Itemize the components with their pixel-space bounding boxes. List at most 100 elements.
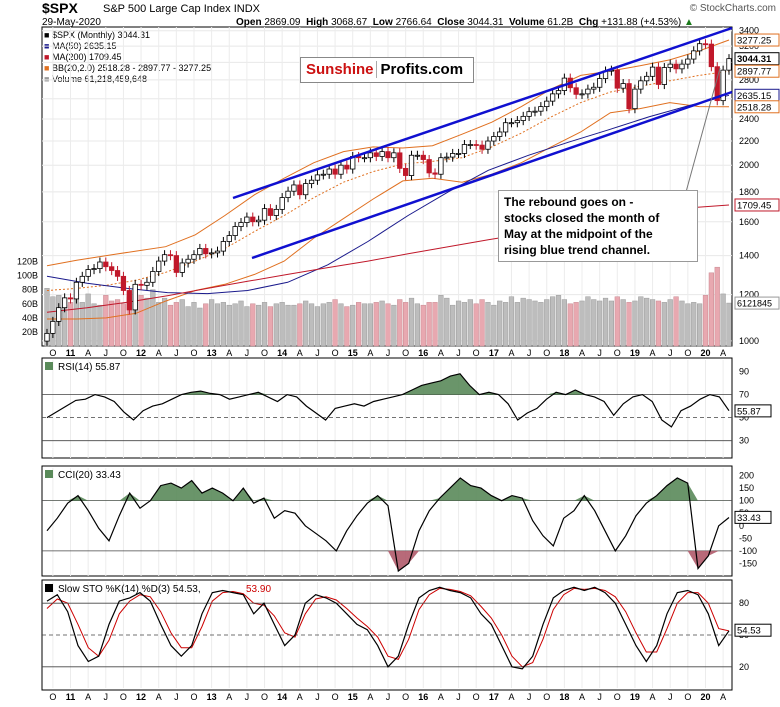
cci-tick: -50 [739, 533, 752, 543]
x-tick-label-bottom: 14 [277, 692, 287, 702]
volume-label: Volume [509, 17, 545, 28]
candle-body [120, 275, 127, 291]
price-tick-label: 2200 [739, 136, 759, 146]
x-tick-label-bottom: A [508, 692, 514, 702]
rsi-tick: 50 [739, 413, 749, 423]
legend-ma200: ■ MA(200) 1709.45 [44, 52, 122, 62]
volume-bar [567, 303, 573, 347]
volume-bar [379, 300, 385, 347]
x-tick-label-top: J [386, 348, 391, 358]
annotation-box: The rebound goes on - stocks closed the … [498, 190, 698, 262]
x-tick-label-top: 13 [207, 348, 217, 358]
candle-body [655, 66, 662, 85]
chg-label: Chg [578, 17, 599, 28]
volume-tick-label: 40B [22, 313, 38, 323]
price-tick-label: 1200 [739, 290, 759, 300]
x-tick-label-bottom: 18 [559, 692, 569, 702]
volume-tick-label: 20B [22, 327, 38, 337]
sto-tick: 20 [739, 662, 749, 672]
volume-bar [597, 300, 603, 347]
volume-bar [455, 300, 462, 347]
candle-body [591, 86, 597, 90]
legend-volume: ■ Volume 61,218,459,648 [44, 74, 148, 84]
logo-sunshine: Sunshine [306, 61, 374, 78]
volume-value: 61.2B [547, 17, 574, 28]
rsi-marker-box [734, 404, 772, 418]
x-tick-label-bottom: O [120, 692, 127, 702]
candle-body [450, 153, 456, 158]
candle-body [303, 183, 309, 196]
copyright-text: © StockCharts.com [689, 3, 776, 14]
x-tick-label-bottom: A [579, 692, 585, 702]
x-tick-label-top: O [614, 348, 621, 358]
candle-body [585, 88, 591, 95]
x-tick-label-bottom: 20 [700, 692, 710, 702]
volume-bar [303, 300, 309, 347]
annotation-line-3: May at the midpoint of the [504, 227, 653, 241]
candle-body [138, 283, 144, 286]
candle-body [173, 255, 179, 273]
price-marker-label: 2897.77 [737, 67, 771, 78]
candle-body [109, 266, 115, 271]
volume-bar [150, 289, 156, 347]
candle-body [620, 83, 626, 89]
x-tick-label-top: 18 [559, 348, 569, 358]
x-tick-label-bottom: J [315, 692, 320, 702]
x-tick-label-bottom: O [402, 692, 409, 702]
volume-bar [561, 299, 567, 347]
price-marker-label: 2518.28 [737, 102, 771, 113]
volume-bar [461, 302, 468, 347]
candle-body [408, 154, 415, 176]
volume-bar [285, 304, 291, 347]
candle-body [632, 88, 638, 110]
candle-body [285, 190, 291, 198]
volume-bar [526, 299, 532, 347]
candle-body [573, 87, 579, 95]
volume-bar [138, 295, 144, 347]
volume-marker-label: 6121845 [737, 299, 772, 309]
x-tick-label-top: A [367, 348, 373, 358]
volume-tick-label: 120B [17, 257, 38, 267]
sunshine-profits-logo: Sunshine Profits.com [300, 57, 474, 83]
candle-body [208, 252, 215, 255]
candle-body [273, 208, 279, 216]
volume-bar [185, 306, 191, 347]
candle-body [62, 297, 68, 309]
candle-body [267, 208, 274, 216]
volume-bar [373, 302, 379, 347]
trend-channel-lower [251, 90, 733, 260]
candle-body [397, 152, 403, 169]
x-tick-label-top: J [527, 348, 532, 358]
volume-bar [350, 304, 356, 347]
price-tick-label: 1600 [739, 217, 759, 227]
rsi-label: RSI(14) 55.87 [58, 362, 121, 373]
volume-bar [520, 297, 526, 347]
high-label: High [306, 17, 329, 28]
candle-body [597, 78, 603, 88]
panel-frame [41, 357, 733, 459]
price-tick-label: 3400 [739, 26, 759, 36]
open-label: Open [236, 17, 262, 28]
volume-bar [555, 295, 562, 347]
volume-bar [697, 303, 703, 347]
candle-body [291, 184, 297, 192]
volume-bar [585, 296, 591, 347]
price-marker-box [734, 198, 780, 212]
price-tick-label: 2400 [739, 114, 759, 124]
index-name: S&P 500 Large Cap Index INDX [103, 3, 260, 15]
x-tick-label-bottom: J [527, 692, 532, 702]
volume-bar [356, 302, 362, 347]
x-tick-label-top: A [226, 348, 232, 358]
candle-body [56, 307, 62, 322]
x-tick-label-bottom: 13 [207, 692, 217, 702]
volume-bar [673, 296, 679, 347]
candle-body [338, 164, 344, 175]
volume-bar [614, 296, 620, 347]
x-tick-label-top: A [650, 348, 656, 358]
x-tick-label-top: O [49, 348, 56, 358]
x-tick-label-bottom: J [104, 692, 109, 702]
candle-body [726, 58, 732, 71]
volume-bar [109, 300, 115, 347]
candle-body [438, 157, 444, 175]
volume-bar [608, 300, 615, 347]
